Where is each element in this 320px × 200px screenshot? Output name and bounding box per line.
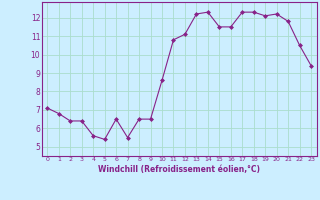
X-axis label: Windchill (Refroidissement éolien,°C): Windchill (Refroidissement éolien,°C) bbox=[98, 165, 260, 174]
